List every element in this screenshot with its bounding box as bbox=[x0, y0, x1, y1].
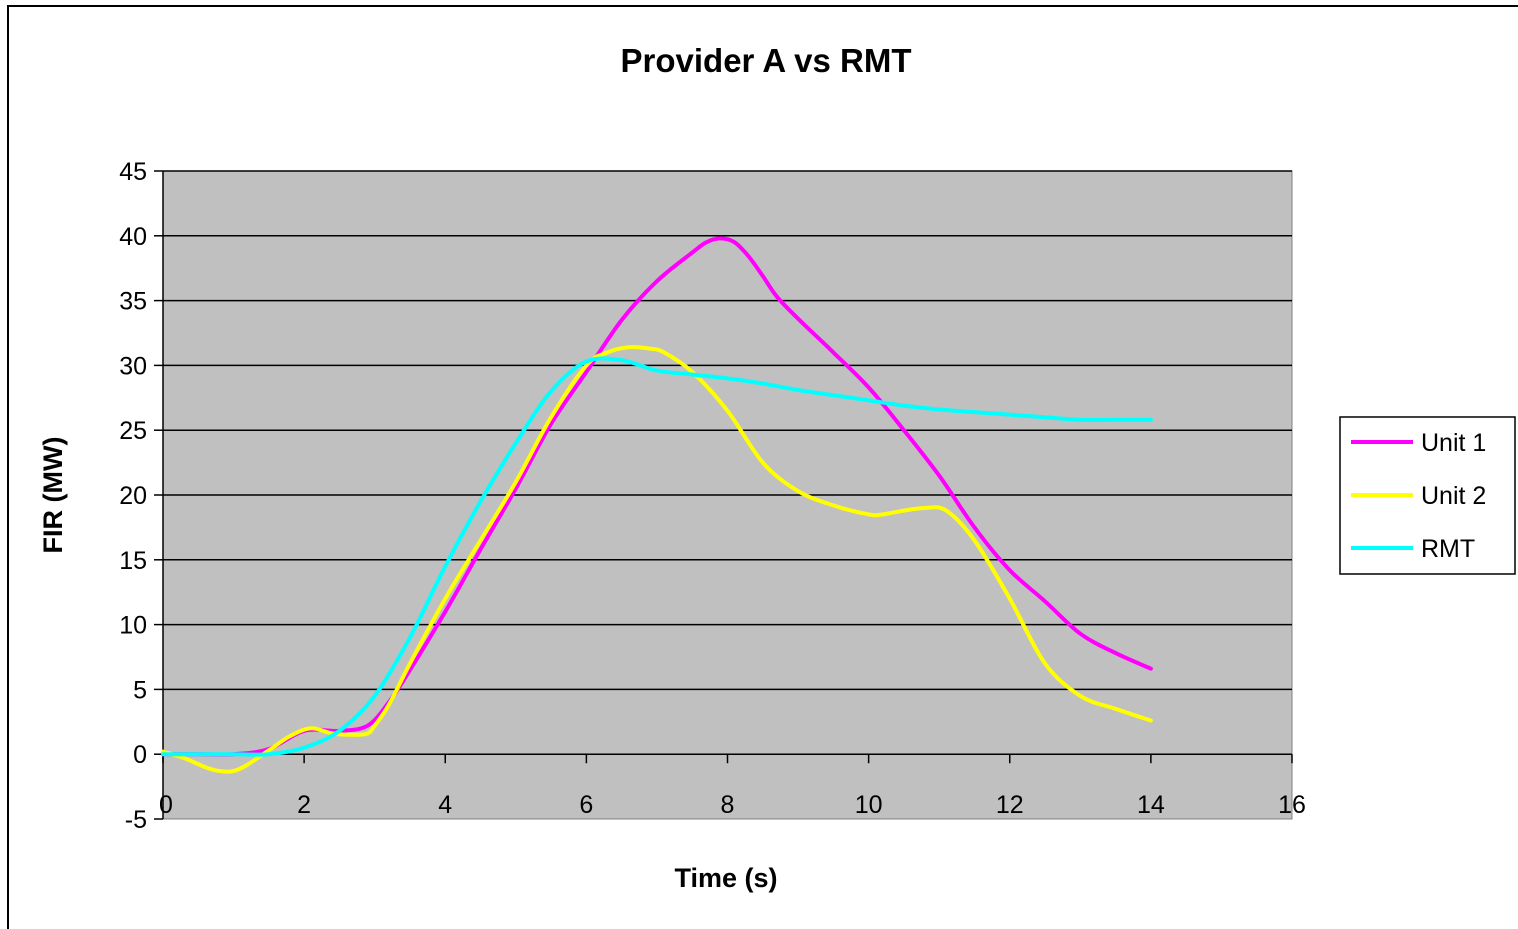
series-line-unit-1 bbox=[161, 236, 1153, 757]
x-tick-label: 4 bbox=[438, 791, 452, 819]
legend-label-rmt: RMT bbox=[1421, 535, 1475, 563]
x-tick-label: 16 bbox=[1278, 791, 1306, 819]
y-tick-label: 5 bbox=[133, 676, 147, 704]
y-tick-label: 10 bbox=[119, 612, 147, 640]
y-tick-label: 40 bbox=[119, 223, 147, 251]
x-axis-ticks: 0 2 4 6 8 10 12 14 16 bbox=[159, 754, 1306, 819]
legend-label-unit-2: Unit 2 bbox=[1421, 482, 1486, 510]
series-line-rmt bbox=[161, 356, 1153, 757]
grid-lines bbox=[163, 170, 1292, 755]
x-tick-label: 0 bbox=[159, 791, 173, 819]
y-axis-ticks: -5 0 5 10 15 20 25 30 35 40 45 bbox=[119, 158, 163, 834]
legend: Unit 1 Unit 2 RMT bbox=[1339, 416, 1516, 575]
y-tick-label: -5 bbox=[125, 806, 147, 834]
y-tick-label: 35 bbox=[119, 288, 147, 316]
x-tick-label: 2 bbox=[297, 791, 311, 819]
y-tick-label: 25 bbox=[119, 417, 147, 445]
y-tick-label: 15 bbox=[119, 547, 147, 575]
x-axis-title: Time (s) bbox=[674, 863, 777, 893]
y-axis-title: FIR (MW) bbox=[38, 437, 68, 554]
y-tick-label: 45 bbox=[119, 158, 147, 186]
x-tick-label: 10 bbox=[855, 791, 883, 819]
y-tick-label: 0 bbox=[133, 741, 147, 769]
y-tick-label: 30 bbox=[119, 352, 147, 380]
legend-label-unit-1: Unit 1 bbox=[1421, 429, 1486, 457]
x-tick-label: 8 bbox=[721, 791, 735, 819]
y-tick-label: 20 bbox=[119, 482, 147, 510]
x-tick-label: 6 bbox=[579, 791, 593, 819]
x-tick-label: 14 bbox=[1137, 791, 1165, 819]
series-group bbox=[161, 236, 1153, 774]
chart-title: Provider A vs RMT bbox=[621, 42, 912, 79]
x-tick-label: 12 bbox=[996, 791, 1024, 819]
